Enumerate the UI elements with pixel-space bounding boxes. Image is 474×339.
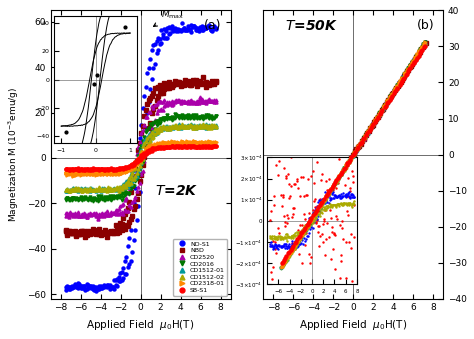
Text: $T$=50K: $T$=50K: [285, 19, 338, 33]
Text: (b): (b): [417, 19, 434, 32]
X-axis label: Applied Field  $\mu_0$H(T): Applied Field $\mu_0$H(T): [299, 318, 408, 332]
Text: $T$=2K: $T$=2K: [155, 184, 199, 198]
Y-axis label: Magnetization M (10$^{-3}$emu/g): Magnetization M (10$^{-3}$emu/g): [7, 87, 21, 222]
Legend: ND-S1, NBD, CD2520, CD2016, CD1512-01, CD1512-02, CD2318-01, SB-S1: ND-S1, NBD, CD2520, CD2016, CD1512-01, C…: [173, 239, 228, 296]
Text: $M_{\rm max}$: $M_{\rm max}$: [154, 8, 184, 26]
Text: (a): (a): [204, 19, 221, 32]
X-axis label: Applied Field  $\mu_0$H(T): Applied Field $\mu_0$H(T): [86, 318, 195, 332]
